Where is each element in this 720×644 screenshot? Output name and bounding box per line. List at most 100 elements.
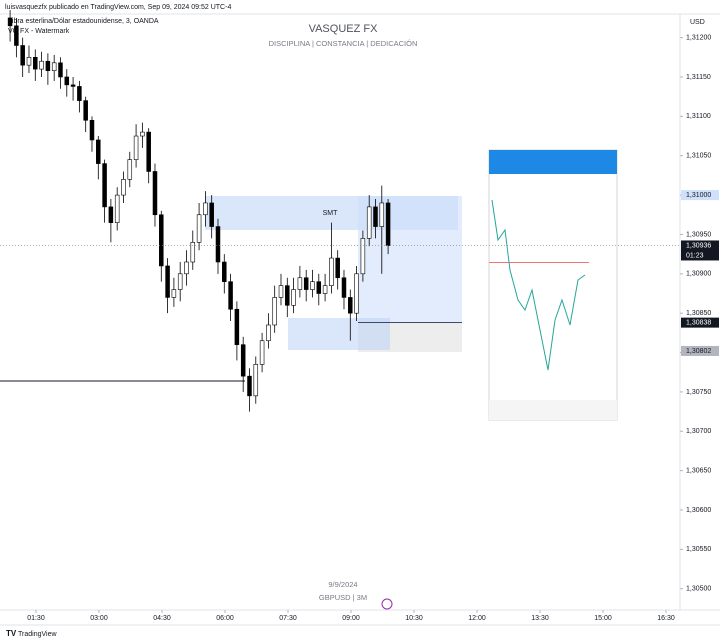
price-label-box: [681, 190, 719, 201]
candle-body: [171, 289, 177, 298]
publisher: luisvasquezfx publicado en TradingView.c…: [5, 4, 231, 11]
price-label: 1,30802: [686, 348, 711, 355]
candle-body: [278, 285, 284, 298]
candle-body: [26, 57, 32, 66]
candle-body: [222, 261, 227, 282]
candle-body: [114, 194, 120, 223]
candle-body: [373, 206, 378, 227]
y-tick-label: 1,30900: [686, 271, 711, 278]
x-tick-label: 04:30: [153, 615, 171, 622]
candle-body: [316, 281, 322, 294]
inset-screenshot: [488, 149, 618, 421]
candle-body: [341, 277, 347, 298]
candle-body: [291, 289, 296, 306]
x-tick-label: 12:00: [468, 615, 486, 622]
candle-body: [335, 257, 340, 279]
price-label-box: [681, 345, 719, 356]
footer: TradingView: [18, 631, 57, 638]
candle-body: [77, 86, 82, 101]
candle-body: [121, 179, 126, 196]
candle-body: [14, 25, 19, 46]
candle-body: [259, 340, 265, 365]
candle-body: [20, 45, 25, 66]
candle-body: [102, 163, 107, 208]
x-tick-label: 10:30: [405, 615, 423, 622]
x-tick-label: 03:00: [90, 615, 108, 622]
candle-body: [58, 62, 63, 78]
candle-body: [240, 344, 246, 377]
currency: USD: [690, 19, 705, 26]
candle-body: [146, 131, 151, 172]
y-tick-label: 1,30500: [686, 586, 711, 593]
candle-body: [64, 76, 70, 86]
candle-body: [51, 62, 57, 71]
candle-body: [184, 261, 189, 275]
x-tick-label: 13:30: [531, 615, 549, 622]
candle-body: [89, 119, 95, 141]
symbol: Libra esterlina/Dólar estadounidense, 3,…: [8, 18, 159, 25]
demand-zone: [288, 318, 390, 350]
candle-body: [348, 297, 353, 314]
y-tick-label: 1,30700: [686, 428, 711, 435]
candle-body: [45, 60, 51, 71]
candle-body: [253, 364, 259, 397]
candle-body: [354, 273, 359, 314]
watermark-date: 9/9/2024: [328, 580, 357, 589]
candle-body: [165, 265, 170, 298]
price-label-box: [681, 317, 719, 328]
candle-body: [159, 214, 164, 267]
candle-body: [83, 100, 88, 121]
chart-title: VASQUEZ FX: [309, 23, 379, 35]
y-tick-label: 1,31200: [686, 34, 711, 41]
candle-body: [133, 135, 139, 160]
candle-body: [108, 206, 114, 223]
candle-body: [228, 281, 233, 310]
candle-body: [329, 257, 334, 286]
candle-body: [360, 238, 366, 275]
candle-body: [247, 375, 252, 397]
y-tick-label: 1,31100: [686, 113, 711, 120]
candle-body: [177, 273, 183, 290]
candle-body: [140, 131, 145, 137]
candle-body: [33, 57, 38, 70]
candle-body: [127, 159, 133, 180]
price-label-box: [681, 240, 719, 261]
x-tick-label: 01:30: [27, 615, 45, 622]
candle-body: [203, 202, 208, 216]
chart-subtitle: DISCIPLINA | CONSTANCIA | DEDICACIÓN: [269, 39, 418, 48]
candle-body: [322, 285, 328, 294]
event-icon[interactable]: [381, 598, 393, 610]
candle-body: [196, 214, 202, 243]
annotation: SMT: [323, 210, 339, 217]
candle-body: [285, 285, 290, 306]
y-tick-label: 1,30650: [686, 467, 711, 474]
y-tick-label: 1,30750: [686, 389, 711, 396]
y-tick-label: 1,31150: [686, 74, 711, 81]
logo: TV: [6, 629, 17, 638]
candle-body: [266, 324, 271, 342]
y-tick-label: 1,30600: [686, 507, 711, 514]
candle-body: [379, 202, 385, 227]
candle-body: [39, 60, 44, 70]
candle-body: [366, 206, 372, 239]
y-tick-label: 1,30550: [686, 546, 711, 553]
candle-body: [70, 84, 76, 87]
watermark-symbol: GBPUSD | 3M: [319, 593, 367, 602]
x-tick-label: 15:00: [594, 615, 612, 622]
candle-body: [209, 202, 214, 227]
candle-body: [303, 277, 309, 290]
x-tick-label: 07:30: [279, 615, 297, 622]
price-label: 1,31000: [686, 192, 711, 199]
candle-body: [190, 242, 196, 263]
candle-body: [7, 17, 13, 27]
x-tick-label: 09:00: [342, 615, 360, 622]
y-tick-label: 1,30850: [686, 310, 711, 317]
candle-body: [152, 171, 158, 216]
candle-body: [297, 277, 303, 290]
watermark-note: VG FX - Watermark: [8, 28, 70, 35]
candle-body: [385, 202, 391, 246]
y-tick-label: 1,30950: [686, 231, 711, 238]
candle-body: [310, 281, 315, 290]
price-label: 1,30838: [686, 319, 711, 326]
